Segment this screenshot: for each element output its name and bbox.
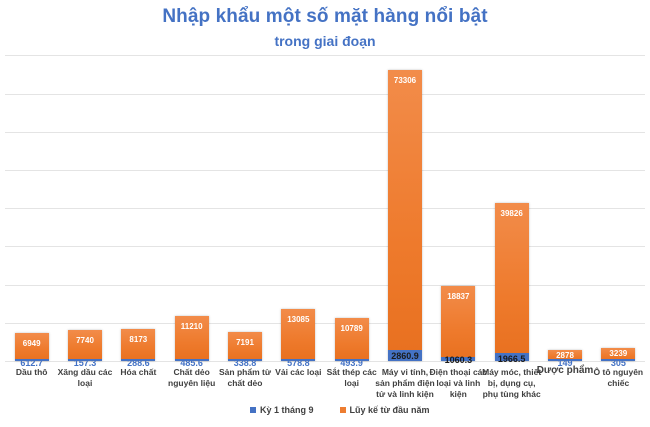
- bar-luy-ke[interactable]: [388, 69, 422, 361]
- value-label-luy-ke: 6949: [22, 339, 41, 349]
- category-label: Sản phẩm từ chất dẻo: [219, 367, 271, 388]
- bar-luy-ke[interactable]: [281, 309, 316, 361]
- value-label-luy-ke: 8173: [129, 334, 148, 344]
- value-label-ky-1: 2860.9: [391, 350, 419, 361]
- bar-group[interactable]: [441, 286, 476, 361]
- bar-group[interactable]: [601, 348, 636, 361]
- gridline: [5, 323, 645, 324]
- bar-ky-1-thang-9[interactable]: [281, 358, 316, 361]
- value-label-luy-ke: 39826: [500, 208, 523, 218]
- chart-title: Nhập khẩu một số mặt hàng nổi bật: [162, 6, 488, 27]
- bar-luy-ke[interactable]: [601, 348, 636, 361]
- bar-group[interactable]: [494, 202, 529, 361]
- gridline: [5, 361, 645, 362]
- bar-luy-ke[interactable]: [68, 330, 102, 361]
- value-label-ky-1: 485.6: [180, 358, 203, 368]
- bar-luy-ke[interactable]: [441, 286, 476, 361]
- bar-ky-1-thang-9[interactable]: [68, 359, 102, 361]
- value-label-ky-1: 288.6: [127, 358, 150, 368]
- bar-ky-1-thang-9[interactable]: [228, 359, 262, 361]
- gridline: [5, 208, 645, 209]
- value-label-ky-1: 338.8: [233, 358, 257, 368]
- bar-ky-1-thang-9[interactable]: [441, 356, 476, 361]
- gridline: [5, 170, 645, 171]
- category-label: Điện thoại các loại và linh kiện: [429, 367, 488, 399]
- category-label: Ô tô nguyên chiếc: [593, 367, 644, 388]
- value-label-ky-1: 157.3: [73, 358, 97, 368]
- plot-area: 6949 612.7 Dầu thô 7740 157.3 Xăng dầu các loạ…: [5, 0, 645, 427]
- bar-ky-1-thang-9[interactable]: [601, 359, 636, 361]
- legend-swatch-orange-icon: [339, 407, 346, 413]
- chart-subtitle: trong giai đoạn: [274, 33, 376, 49]
- value-label-ky-1: 305: [610, 358, 626, 368]
- category-label: Vải các loại: [275, 367, 322, 377]
- value-label-ky-1: 1966.5: [497, 354, 526, 365]
- value-label-ky-1: 493.9: [340, 358, 363, 368]
- value-label-ky-1: 578.8: [287, 358, 310, 368]
- bar-group[interactable]: [14, 333, 49, 361]
- gridline: [5, 94, 645, 95]
- gridline: [5, 55, 645, 56]
- value-label-ky-1: 612.7: [20, 358, 43, 368]
- value-label-luy-ke: 10789: [340, 324, 363, 334]
- value-label-luy-ke: 73306: [393, 75, 417, 85]
- value-label-luy-ke: 3239: [609, 349, 628, 359]
- category-label: Máy vi tính, sản phẩm điện tử và linh kiện: [375, 367, 435, 399]
- bar-group[interactable]: [548, 349, 582, 361]
- bar-group[interactable]: [68, 330, 102, 361]
- bar-luy-ke[interactable]: [228, 332, 262, 361]
- value-label-luy-ke: 7191: [236, 338, 254, 348]
- bar-luy-ke[interactable]: [334, 318, 369, 361]
- gridline: [5, 285, 645, 286]
- bar-group[interactable]: [388, 69, 422, 361]
- bar-group[interactable]: [281, 309, 316, 361]
- bar-luy-ke[interactable]: [14, 333, 49, 361]
- category-label: Hóa chất: [120, 367, 157, 377]
- bar-luy-ke[interactable]: [548, 349, 582, 361]
- value-label-luy-ke: 7740: [76, 336, 94, 346]
- value-label-luy-ke: 13085: [287, 315, 310, 325]
- category-label: Dầu thô: [15, 367, 48, 377]
- legend: Kỳ 1 tháng 9 Lũy kế từ đầu năm: [250, 405, 430, 415]
- legend-label: Kỳ 1 tháng 9: [260, 405, 314, 415]
- value-label-ky-1: 149: [557, 358, 573, 368]
- bar-luy-ke[interactable]: [174, 316, 209, 361]
- category-label: Chất dẻo nguyên liệu: [168, 367, 216, 388]
- bar-ky-1-thang-9[interactable]: [334, 359, 369, 361]
- bar-group[interactable]: [121, 328, 156, 361]
- gridline: [5, 246, 645, 247]
- bar-group[interactable]: [228, 332, 262, 361]
- category-label: Dược phẩm: [536, 365, 594, 376]
- bar-luy-ke[interactable]: [121, 328, 156, 361]
- category-label: Sắt thép các loại: [326, 367, 377, 388]
- bar-ky-1-thang-9[interactable]: [14, 358, 49, 361]
- legend-item-luyke[interactable]: Lũy kế từ đầu năm: [339, 405, 430, 415]
- legend-label: Lũy kế từ đầu năm: [349, 405, 430, 415]
- value-label-luy-ke: 18837: [447, 292, 470, 302]
- value-label-ky-1: 1060.3: [444, 355, 473, 365]
- value-label-luy-ke: 11210: [180, 322, 203, 332]
- bar-ky-1-thang-9[interactable]: [388, 349, 422, 361]
- bar-luy-ke[interactable]: [494, 202, 529, 361]
- bar-ky-1-thang-9[interactable]: [548, 359, 582, 361]
- bar-ky-1-thang-9[interactable]: [174, 359, 209, 361]
- bar-ky-1-thang-9[interactable]: [494, 353, 529, 361]
- value-label-luy-ke: 2878: [556, 350, 574, 360]
- category-label: Xăng dầu các loại: [57, 367, 113, 388]
- gridline: [5, 132, 645, 133]
- legend-item-ky1[interactable]: Kỳ 1 tháng 9: [250, 405, 314, 415]
- bar-ky-1-thang-9[interactable]: [121, 359, 156, 361]
- legend-swatch-blue-icon: [250, 407, 256, 413]
- bar-group[interactable]: [334, 318, 369, 361]
- bar-group[interactable]: [174, 316, 209, 361]
- category-label: Máy móc, thiết bị, dụng cụ, phụ tùng khác: [482, 367, 542, 399]
